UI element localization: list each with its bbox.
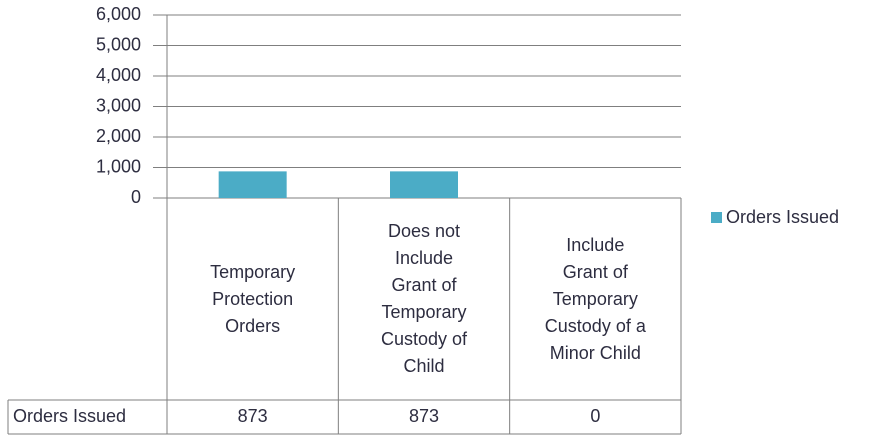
- y-tick-label: 1,000: [96, 156, 141, 176]
- legend-swatch: [711, 212, 722, 223]
- bar: [390, 171, 458, 198]
- table-value: 873: [238, 406, 268, 426]
- y-tick-label: 2,000: [96, 126, 141, 146]
- x-tick-label: Temporary Protection Orders: [167, 198, 338, 400]
- legend-label: Orders Issued: [726, 207, 839, 227]
- table-value: 0: [590, 406, 600, 426]
- y-tick-label: 4,000: [96, 65, 141, 85]
- category-text: Temporary Protection Orders: [210, 261, 296, 336]
- x-tick-label: Does not Include Grant of Temporary Cust…: [338, 198, 509, 400]
- y-tick-label: 3,000: [96, 95, 141, 115]
- table-value: 873: [409, 406, 439, 426]
- x-tick-label: Include Grant of Temporary Custody of a …: [510, 198, 681, 400]
- y-tick-label: 0: [131, 187, 141, 207]
- category-text: Does not Include Grant of Temporary Cust…: [380, 221, 467, 376]
- category-text: Include Grant of Temporary Custody of a …: [544, 234, 646, 363]
- bar: [218, 171, 287, 198]
- y-tick-label: 5,000: [96, 34, 141, 54]
- table-row-label: Orders Issued: [13, 406, 126, 426]
- y-tick-label: 6,000: [96, 4, 141, 24]
